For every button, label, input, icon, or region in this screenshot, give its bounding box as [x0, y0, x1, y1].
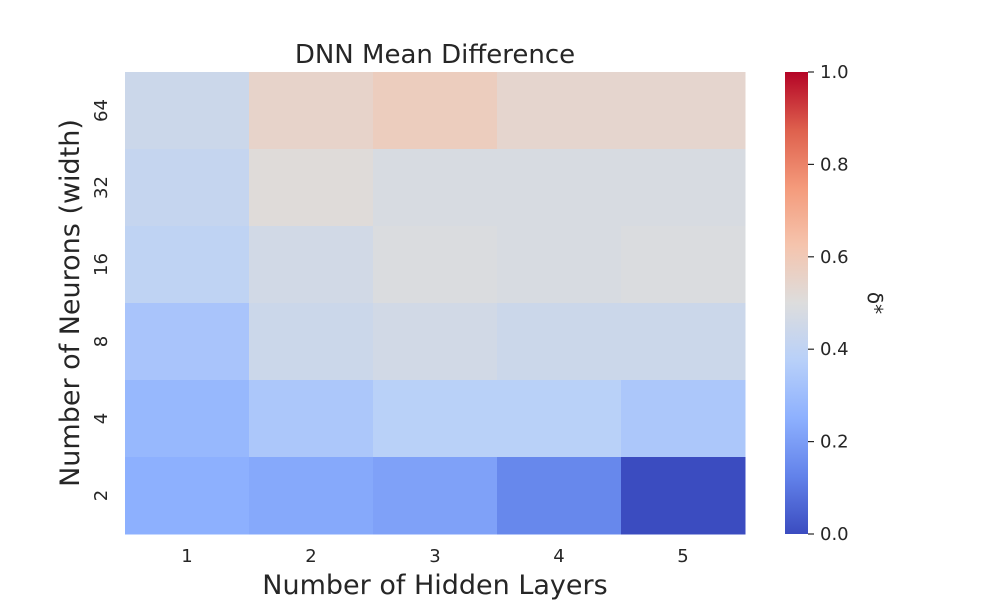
x-tick-label: 3 — [429, 546, 440, 567]
heatmap-cell — [373, 303, 498, 381]
heatmap-cell — [373, 380, 498, 458]
heatmap-cell — [125, 72, 250, 150]
heatmap-cell — [249, 303, 374, 381]
y-tick-label: 8 — [91, 336, 112, 347]
y-tick-labels: 64 32 16 8 4 2 — [91, 99, 112, 501]
heatmap-cell — [373, 149, 498, 227]
y-tick-label: 16 — [91, 253, 112, 276]
heatmap-cell — [621, 303, 746, 381]
x-tick-label: 1 — [181, 546, 192, 567]
heatmap-cell — [621, 457, 746, 535]
colorbar — [785, 72, 808, 534]
y-tick-label: 64 — [91, 99, 112, 122]
colorbar-label: δ* — [863, 292, 887, 314]
heatmap-cell — [373, 226, 498, 304]
heatmap-cell — [497, 380, 622, 458]
heatmap-cell — [249, 72, 374, 150]
chart-title: DNN Mean Difference — [295, 40, 575, 70]
x-tick-label: 5 — [677, 546, 688, 567]
x-tick-label: 2 — [305, 546, 316, 567]
heatmap-cell — [497, 149, 622, 227]
colorbar-tick-label: 1.0 — [820, 62, 849, 83]
heatmap-cell — [621, 380, 746, 458]
heatmap-cell — [249, 149, 374, 227]
heatmap-cell — [497, 226, 622, 304]
x-axis-label: Number of Hidden Layers — [262, 570, 607, 600]
heatmap-cell — [621, 72, 746, 150]
heatmap-cell — [125, 303, 250, 381]
heatmap-cell — [621, 149, 746, 227]
heatmap-cell — [125, 457, 250, 535]
y-tick-label: 2 — [91, 490, 112, 501]
heatmap-cell — [125, 380, 250, 458]
heatmap-cell — [249, 380, 374, 458]
y-axis-label: Number of Neurons (width) — [55, 119, 86, 487]
heatmap-cell — [249, 457, 374, 535]
colorbar-tick-label: 0.2 — [820, 432, 849, 453]
y-tick-label: 32 — [91, 176, 112, 199]
heatmap-cell — [621, 226, 746, 304]
heatmap-cell — [497, 303, 622, 381]
heatmap-cell — [125, 226, 250, 304]
heatmap-cells — [125, 72, 746, 535]
x-tick-label: 4 — [553, 546, 564, 567]
heatmap-cell — [497, 72, 622, 150]
colorbar-tick-label: 0.0 — [820, 524, 849, 545]
heatmap-cell — [249, 226, 374, 304]
heatmap-cell — [497, 457, 622, 535]
colorbar-tick-label: 0.8 — [820, 154, 849, 175]
heatmap-cell — [373, 457, 498, 535]
x-tick-labels: 1 2 3 4 5 — [181, 546, 688, 567]
heatmap-cell — [125, 149, 250, 227]
colorbar-tick-label: 0.4 — [820, 339, 849, 360]
heatmap-cell — [373, 72, 498, 150]
colorbar-tick-label: 0.6 — [820, 247, 849, 268]
y-tick-label: 4 — [91, 413, 112, 424]
colorbar-ticks: 0.0 0.2 0.4 0.6 0.8 1.0 — [808, 62, 849, 545]
